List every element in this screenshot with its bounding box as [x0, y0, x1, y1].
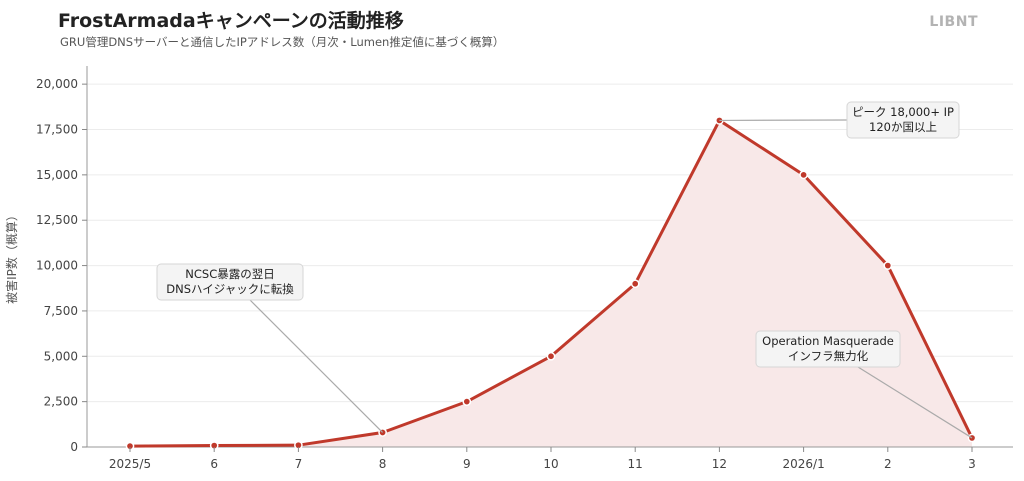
- annotation-box: [755, 330, 901, 368]
- x-tick-label: 11: [628, 457, 643, 471]
- x-tick-label: 10: [543, 457, 558, 471]
- x-tick-label: 2026/1: [782, 457, 824, 471]
- y-tick-label: 2,500: [44, 395, 78, 409]
- x-tick-labels: 2025/5 6 7 8 9 10 11 12 2026/1 2 3: [109, 447, 976, 471]
- x-tick-label: 3: [968, 457, 976, 471]
- annotation-connector: [249, 299, 384, 433]
- y-axis-label: 被害IP数（概算）: [4, 209, 19, 304]
- x-tick-label: 2025/5: [109, 457, 151, 471]
- annotation-text: ピーク 18,000+ IP: [852, 105, 954, 119]
- data-point: [630, 279, 640, 289]
- y-tick-label: 20,000: [36, 77, 78, 91]
- annotation-text: Operation Masquerade: [762, 334, 894, 348]
- y-tick-label: 17,500: [36, 123, 78, 137]
- x-tick-label: 7: [295, 457, 303, 471]
- x-tick-label: 9: [463, 457, 471, 471]
- annotation-text: インフラ無力化: [788, 349, 869, 363]
- x-tick-label: 6: [210, 457, 218, 471]
- y-tick-label: 7,500: [44, 304, 78, 318]
- data-point: [546, 351, 556, 361]
- y-tick-label: 10,000: [36, 259, 78, 273]
- x-tick-label: 2: [884, 457, 892, 471]
- chart-subtitle: GRU管理DNSサーバーと通信したIPアドレス数（月次・Lumen推定値に基づく…: [60, 35, 505, 49]
- y-tick-label: 5,000: [44, 349, 78, 363]
- y-tick-label: 0: [70, 440, 78, 454]
- x-tick-label: 12: [712, 457, 727, 471]
- y-tick-label: 15,000: [36, 168, 78, 182]
- annotation-connector: [857, 366, 973, 439]
- data-point: [883, 261, 893, 270]
- annotation-box: [156, 263, 304, 301]
- annotation-text: NCSC暴露の翌日: [185, 267, 274, 281]
- annotation-text: DNSハイジャックに転換: [166, 282, 294, 296]
- annotation-text: 120か国以上: [869, 120, 937, 134]
- data-point: [462, 397, 472, 406]
- x-tick-label: 8: [379, 457, 387, 471]
- y-tick-labels: 0 2,500 5,000 7,500 10,000 12,500 15,000 17,500…: [36, 77, 87, 454]
- data-point: [799, 170, 808, 180]
- annotation-box: [846, 101, 960, 139]
- brand-logo: LIBNT: [929, 14, 978, 30]
- chart-title: FrostArmadaキャンペーンの活動推移: [58, 10, 404, 32]
- y-tick-label: 12,500: [36, 213, 78, 227]
